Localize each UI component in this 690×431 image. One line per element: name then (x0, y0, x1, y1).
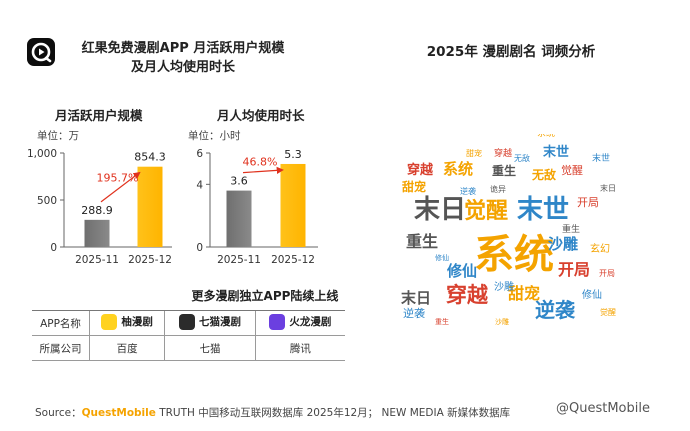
y-tick-label: 500 (37, 195, 57, 207)
apps-table: APP名称 柚漫剧 七猫漫剧 火龙漫剧 所属公司 (32, 310, 345, 361)
apps-table-row: APP名称 柚漫剧 七猫漫剧 火龙漫剧 (32, 310, 345, 336)
youmanju-app-icon (101, 313, 118, 330)
bar (84, 219, 110, 247)
app-cell: 火龙漫剧 (254, 310, 345, 336)
hongguo-app-icon (27, 38, 55, 66)
growth-arrow (242, 166, 284, 174)
word-cloud-word: 沙雕 (495, 317, 509, 326)
watermark: @QuestMobile (556, 401, 650, 416)
word-cloud-word: 诡异 (490, 184, 506, 194)
huolong-app-icon (269, 313, 286, 330)
word-cloud-word: 玄幻 (590, 242, 610, 255)
word-cloud-word: 觉醒 (561, 164, 583, 177)
word-cloud-word: 无敌 (531, 167, 556, 182)
x-tick-label: 2025-11 (217, 254, 261, 266)
y-tick-label: 1,000 (27, 148, 57, 160)
company-cell: 百度 (88, 335, 165, 361)
app-name: 七猫漫剧 (199, 316, 242, 328)
company-cell: 腾讯 (254, 335, 345, 361)
app-cell: 柚漫剧 (88, 310, 165, 336)
left-title-line1: 红果免费漫剧APP 月活跃用户规模 (81, 41, 285, 56)
left-title: 红果免费漫剧APP 月活跃用户规模 及月人均使用时长 (63, 39, 303, 77)
left-title-line2: 及月人均使用时长 (130, 60, 235, 75)
app-name: 火龙漫剧 (289, 316, 332, 328)
word-cloud-word: 修仙 (435, 253, 449, 262)
growth-label: 195.7% (97, 171, 139, 184)
word-cloud-word: 沙雕 (494, 280, 514, 293)
bar-value-label: 288.9 (81, 204, 113, 217)
right-title: 2025年 漫剧剧名 词频分析 (426, 44, 596, 60)
y-tick-label: 4 (196, 179, 203, 191)
word-cloud-word: 末世 (592, 152, 610, 164)
mau-chart-title: 月活跃用户规模 (55, 108, 143, 123)
word-cloud-word: 觉醒 (464, 199, 508, 224)
word-cloud-word: 开局 (577, 196, 599, 209)
company-header: 所属公司 (32, 335, 90, 361)
source-line: Source：QuestMobile TRUTH 中国移动互联网数据库 2025… (35, 405, 510, 420)
word-cloud-word: 开局 (558, 260, 590, 279)
duration-bar-chart: 0 4 6 3.6 2025-11 5.3 2025-12 46.8% (196, 148, 318, 266)
growth-arrow (100, 171, 141, 203)
app-name: 柚漫剧 (121, 316, 153, 328)
mau-bar-chart: 0 500 1,000 288.9 2025-11 854.3 2025-12 195.7% (27, 148, 172, 266)
word-cloud-word: 沙雕 (548, 235, 578, 253)
word-cloud-word: 末世 (517, 195, 569, 225)
word-cloud-word: 系统 (474, 232, 554, 278)
word-cloud-word: 甜宠 (508, 284, 540, 303)
word-cloud-word: 无敌 (514, 153, 530, 163)
word-cloud-word: 逆袭 (535, 298, 576, 322)
y-tick-label: 0 (196, 242, 203, 254)
bar (137, 166, 163, 247)
bar (280, 163, 306, 247)
word-cloud-word: 修仙 (582, 288, 602, 301)
word-cloud-word: 重生 (435, 317, 449, 326)
source-prefix: Source： (35, 407, 82, 419)
duration-chart-title: 月人均使用时长 (217, 108, 305, 123)
word-cloud-word: 重生 (406, 232, 438, 251)
apps-section-title: 更多漫剧独立APP陆续上线 (191, 289, 339, 303)
word-cloud-word: 甜宠 (402, 179, 426, 194)
word-cloud-word: 觉醒 (600, 307, 616, 317)
y-tick-label: 0 (50, 242, 57, 254)
word-cloud-word: 重生 (492, 163, 516, 178)
source-text: TRUTH 中国移动互联网数据库 2025年12月； NEW MEDIA 新媒体… (155, 407, 511, 419)
word-cloud-word: 穿越 (407, 162, 434, 178)
growth-label: 46.8% (243, 155, 278, 168)
app-name-header: APP名称 (32, 310, 90, 336)
company-cell: 七猫 (164, 335, 256, 361)
x-tick-label: 2025-12 (271, 254, 315, 266)
bar-value-label: 3.6 (230, 175, 248, 188)
word-cloud-word: 末日 (401, 289, 431, 307)
bar-value-label: 854.3 (134, 151, 166, 164)
word-cloud-word: 修仙 (446, 262, 477, 280)
bar-value-label: 5.3 (284, 148, 302, 161)
word-cloud-word: 穿越 (446, 283, 489, 307)
duration-unit-label: 单位：小时 (188, 130, 241, 142)
word-cloud-word: 系统 (537, 134, 555, 139)
word-cloud-word: 逆袭 (460, 186, 476, 196)
word-cloud-word: 末世 (542, 144, 569, 160)
apps-table-row: 所属公司 百度 七猫 腾讯 (32, 335, 345, 361)
y-tick-label: 6 (196, 148, 203, 160)
word-cloud-word: 穿越 (494, 147, 512, 159)
word-cloud-word: 末日 (414, 195, 466, 225)
word-cloud-word: 开局 (599, 269, 615, 278)
bar (226, 190, 252, 247)
word-cloud-word: 系统 (443, 160, 473, 178)
word-cloud-word: 末日 (600, 183, 616, 193)
x-tick-label: 2025-12 (128, 254, 172, 266)
app-cell: 七猫漫剧 (164, 310, 256, 336)
mau-unit-label: 单位：万 (37, 130, 79, 142)
x-tick-label: 2025-11 (75, 254, 119, 266)
word-cloud-word: 甜宠 (466, 148, 482, 158)
word-cloud-word: 重生 (562, 223, 580, 235)
source-brand: QuestMobile (81, 407, 156, 419)
word-cloud-word: 逆袭 (403, 306, 425, 320)
qimao-app-icon (179, 313, 196, 330)
